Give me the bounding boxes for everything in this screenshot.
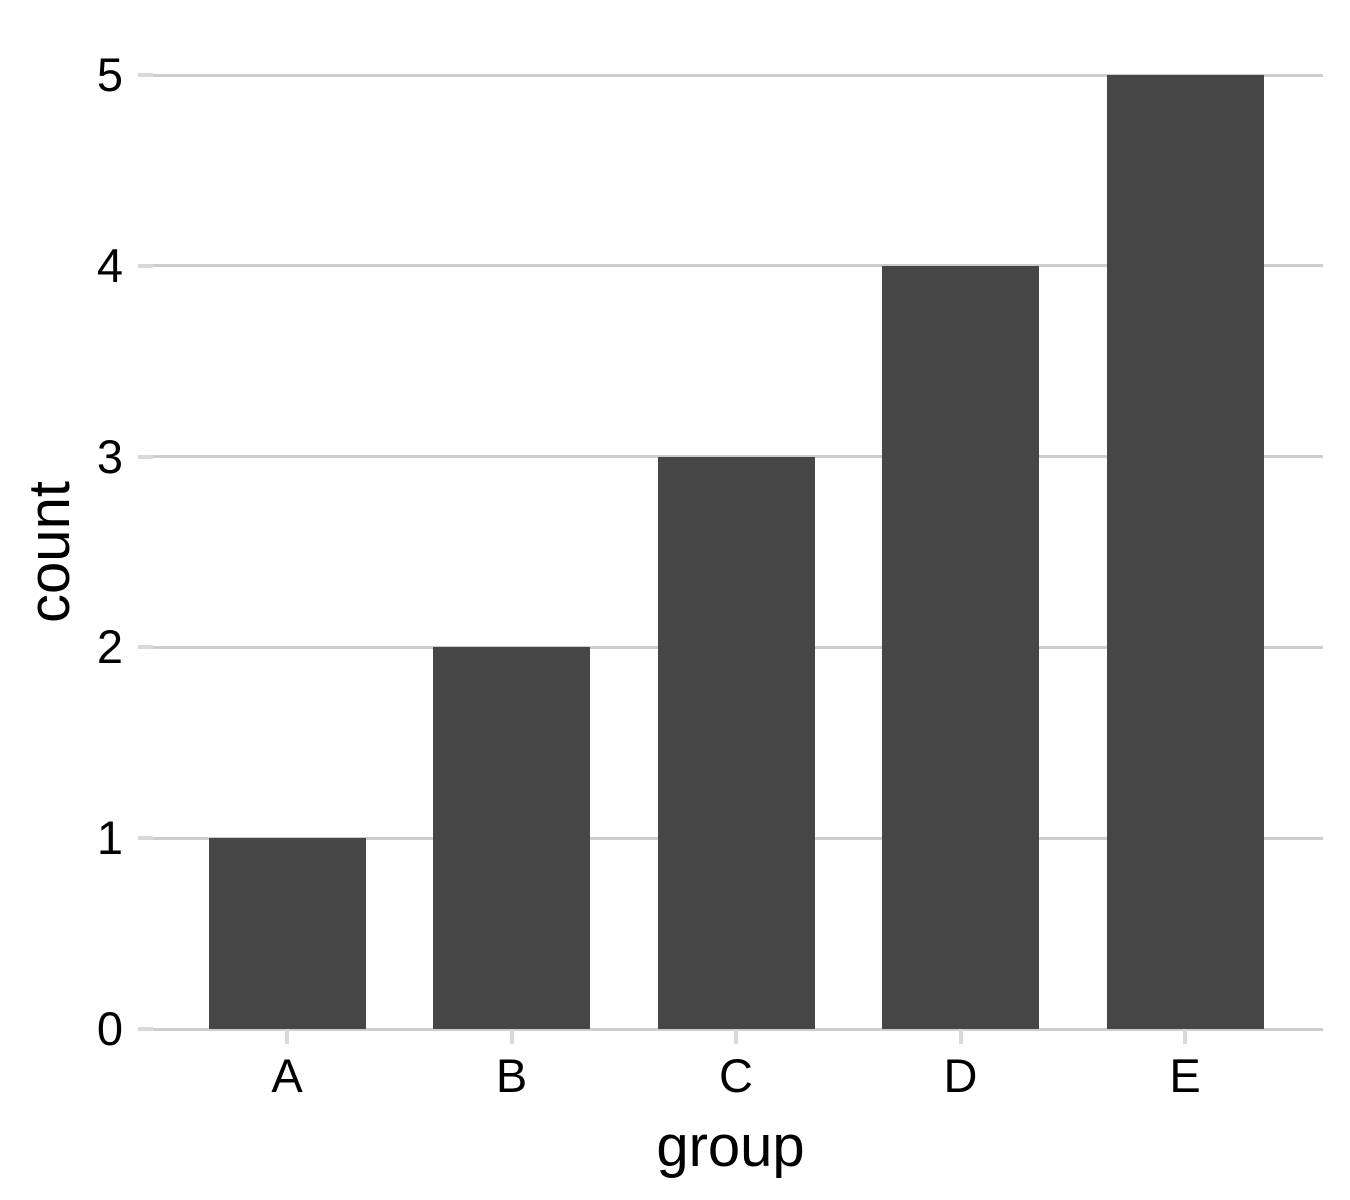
y-axis-tick-2 [138, 645, 153, 650]
x-axis-title: group [656, 1114, 805, 1179]
x-tick-label-e: E [1169, 1049, 1201, 1102]
gridline-y-4 [138, 264, 1323, 268]
y-tick-label-0: 0 [96, 1002, 123, 1055]
y-tick-label-2: 2 [96, 620, 123, 674]
bar-a [208, 838, 366, 1029]
gridline-y-5 [138, 73, 1323, 77]
x-axis-tick-b [509, 1029, 514, 1044]
y-tick-label-1: 1 [96, 811, 123, 865]
y-axis-tick-4 [138, 263, 153, 268]
y-axis-title: count [17, 481, 82, 623]
y-tick-label-4: 4 [96, 238, 123, 292]
y-tick-label-3: 3 [96, 429, 123, 483]
bar-e [1106, 75, 1264, 1029]
y-axis-tick-5 [138, 73, 153, 77]
bar-d [882, 265, 1039, 1029]
gridline-y-0 [138, 1027, 1323, 1031]
plot-panel [138, 73, 1323, 1031]
x-tick-label-b: B [495, 1049, 528, 1102]
x-axis-tick-e [1183, 1029, 1187, 1044]
bar-c [657, 456, 815, 1029]
y-axis-tick-3 [138, 454, 153, 459]
y-tick-label-5: 5 [96, 48, 123, 101]
x-tick-label-a: A [271, 1049, 303, 1102]
y-axis-tick-0 [138, 1027, 153, 1031]
y-axis-tick-1 [138, 836, 153, 841]
bar-b [433, 647, 590, 1029]
x-axis-tick-a [285, 1029, 289, 1044]
x-tick-label-d: D [943, 1049, 978, 1102]
x-axis-tick-c [734, 1029, 738, 1044]
x-tick-label-c: C [719, 1049, 753, 1102]
x-axis-tick-d [958, 1029, 963, 1044]
